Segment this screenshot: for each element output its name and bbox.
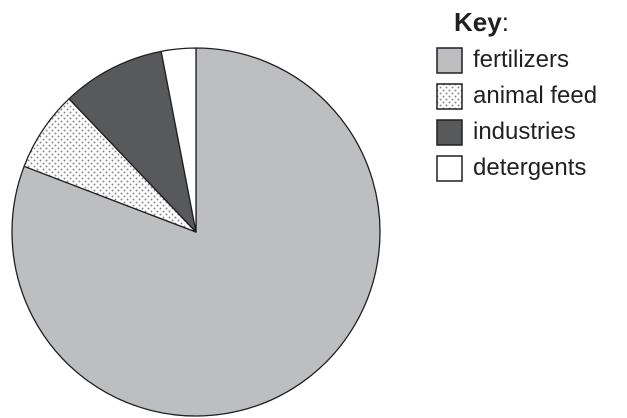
pie-slice-fertilizers — [11, 47, 381, 417]
pie-slice-detergents — [160, 47, 197, 233]
legend: Key: fertilizers animal feed industries … — [436, 4, 597, 186]
pie-slices — [11, 47, 381, 417]
legend-swatch-detergents — [436, 154, 463, 182]
legend-item-fertilizers: fertilizers — [436, 42, 597, 78]
legend-swatch-industries — [436, 118, 463, 146]
pie-slice-industries — [68, 50, 197, 233]
legend-label-industries: industries — [473, 118, 576, 145]
legend-label-detergents: detergents — [473, 154, 587, 181]
legend-label-animal-feed: animal feed — [473, 82, 598, 109]
legend-title: Key: — [454, 7, 509, 37]
legend-item-detergents: detergents — [436, 150, 597, 186]
legend-label-fertilizers: fertilizers — [473, 46, 570, 73]
legend-item-industries: industries — [436, 114, 597, 150]
legend-swatch-fertilizers — [436, 46, 463, 74]
legend-swatch-animal-feed — [436, 82, 463, 110]
legend-item-animal-feed: animal feed — [436, 78, 597, 114]
